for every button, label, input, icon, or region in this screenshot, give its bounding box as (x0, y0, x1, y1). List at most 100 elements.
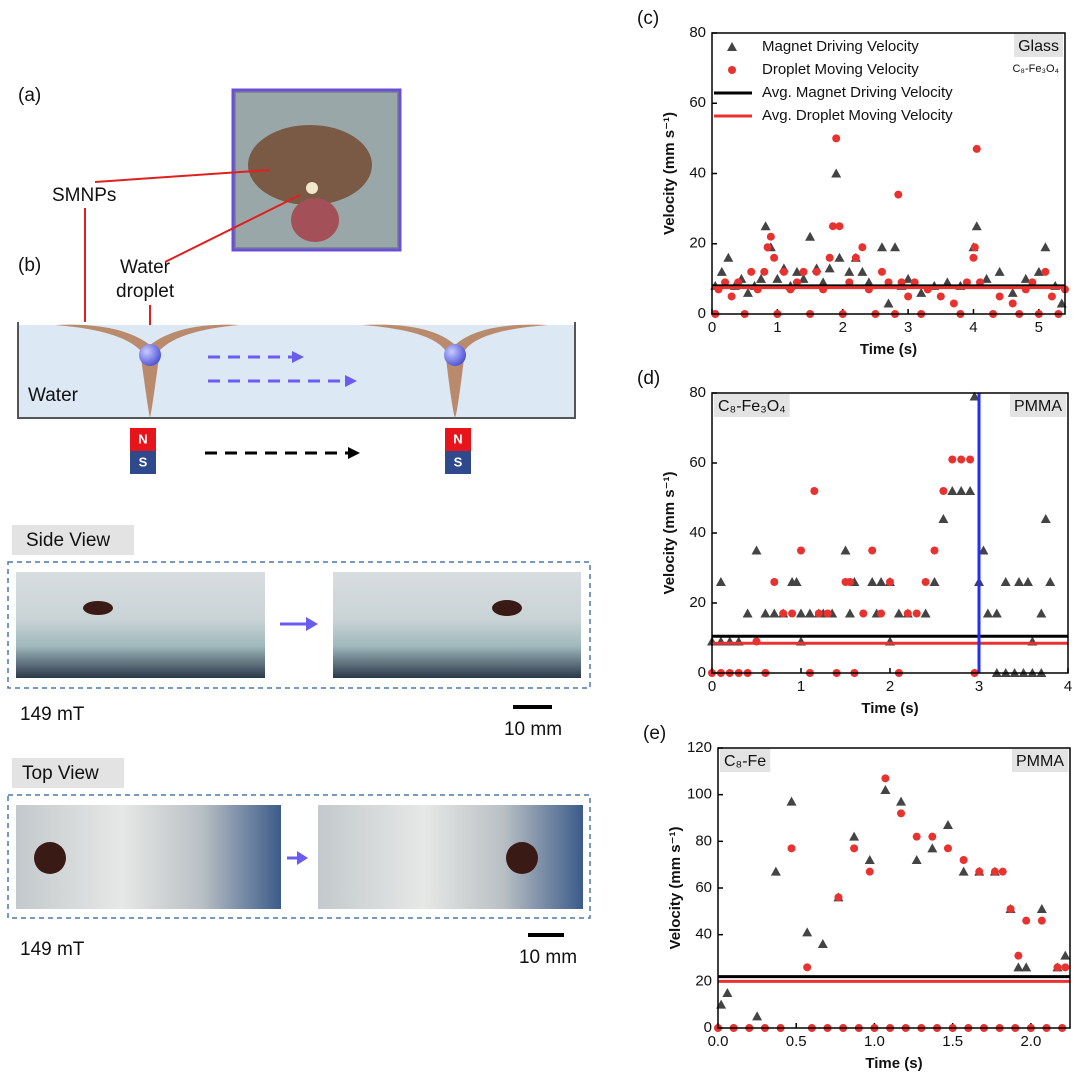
triangle-marker (995, 267, 1005, 276)
circle-marker (810, 487, 818, 495)
circle-marker (973, 145, 981, 153)
triangle-marker (983, 609, 993, 618)
y-axis-label: Velocity (mm s⁻¹) (661, 472, 678, 595)
magnet-pole: N (138, 431, 147, 446)
triangle-marker (959, 867, 969, 876)
y-axis-label: Velocity (mm s⁻¹) (667, 827, 684, 950)
magnet-pole: S (454, 454, 463, 469)
triangle-marker (865, 855, 875, 864)
triangle-marker (849, 832, 859, 841)
panel-label: (e) (643, 723, 666, 744)
triangle-marker (1045, 577, 1055, 586)
circle-marker (728, 292, 736, 300)
circle-marker (826, 254, 834, 262)
triangle-marker (1008, 288, 1018, 297)
circle-marker (944, 844, 952, 852)
circle-marker (922, 578, 930, 586)
circle-marker (1053, 963, 1061, 971)
y-tick-label: 40 (689, 164, 706, 181)
triangle-marker (723, 253, 733, 262)
circle-marker (904, 610, 912, 618)
annotation: Glass (1018, 38, 1059, 55)
circle-marker (1022, 917, 1030, 925)
circle-marker (767, 233, 775, 241)
panel-label: (c) (637, 8, 659, 29)
circle-marker (950, 299, 958, 307)
y-tick-label: 40 (689, 524, 706, 541)
y-tick-label: 20 (689, 235, 706, 252)
x-tick-label: 2 (839, 319, 847, 336)
circle-marker (913, 610, 921, 618)
circle-marker (996, 292, 1004, 300)
triangle-marker (930, 577, 940, 586)
circle-marker (868, 547, 876, 555)
y-tick-label: 60 (689, 454, 706, 471)
legend-label: Magnet Driving Velocity (762, 38, 919, 55)
photo (16, 572, 265, 678)
annotation: C₈-Fe (724, 753, 766, 770)
triangle-marker (1023, 577, 1033, 586)
circle-marker (770, 578, 778, 586)
triangle-marker (1014, 577, 1024, 586)
triangle-marker (912, 855, 922, 864)
triangle-marker (896, 797, 906, 806)
triangle-marker (802, 927, 812, 936)
magnet-pole: N (453, 431, 462, 446)
triangle-marker (771, 867, 781, 876)
triangle-marker (743, 609, 753, 618)
circle-marker (803, 963, 811, 971)
x-tick-label: 3 (975, 678, 983, 695)
triangle-marker (921, 609, 931, 618)
y-tick-label: 40 (695, 926, 712, 943)
circle-marker (815, 610, 823, 618)
x-axis-label: Time (s) (861, 700, 918, 717)
circle-marker (858, 243, 866, 251)
triangle-marker (727, 42, 737, 51)
circle-marker (859, 610, 867, 618)
circle-marker (975, 868, 983, 876)
circle-marker (866, 868, 874, 876)
triangle-marker (1060, 951, 1070, 960)
triangle-marker (890, 242, 900, 251)
triangle-marker (1041, 514, 1051, 523)
water-label: Water (28, 385, 79, 406)
triangle-marker (1036, 609, 1046, 618)
x-tick-label: 1 (773, 319, 781, 336)
x-tick-label: 1.0 (864, 1033, 885, 1050)
x-tick-label: 2.0 (1020, 1033, 1041, 1050)
photo (333, 572, 581, 678)
photo-detail (34, 842, 66, 874)
photo-detail (83, 601, 113, 615)
panel-label: (a) (18, 85, 41, 106)
annotation: PMMA (1016, 753, 1064, 770)
triangle-marker (1001, 577, 1011, 586)
triangle-marker (752, 1011, 762, 1020)
circle-marker (1038, 917, 1046, 925)
circle-marker (877, 610, 885, 618)
triangle-marker (880, 785, 890, 794)
triangle-marker (927, 843, 937, 852)
scale-label: 10 mm (504, 719, 562, 740)
circle-marker (960, 856, 968, 864)
x-axis-label: Time (s) (860, 341, 917, 358)
circle-marker (779, 610, 787, 618)
x-tick-label: 1 (797, 678, 805, 695)
circle-marker (788, 844, 796, 852)
circle-marker (850, 844, 858, 852)
circle-marker (1009, 299, 1017, 307)
photo-detail (506, 842, 538, 874)
circle-marker (764, 243, 772, 251)
triangle-marker (752, 546, 762, 555)
circle-marker (797, 547, 805, 555)
x-tick-label: 4 (1064, 678, 1072, 695)
triangle-marker (760, 609, 770, 618)
circle-marker (999, 868, 1007, 876)
triangle-marker (877, 242, 887, 251)
x-tick-label: 4 (969, 319, 977, 336)
triangle-marker (716, 577, 726, 586)
arrow (280, 617, 318, 631)
triangle-marker (867, 577, 877, 586)
circle-marker (971, 243, 979, 251)
field-label: 149 mT (20, 704, 85, 725)
x-tick-label: 0 (708, 319, 716, 336)
